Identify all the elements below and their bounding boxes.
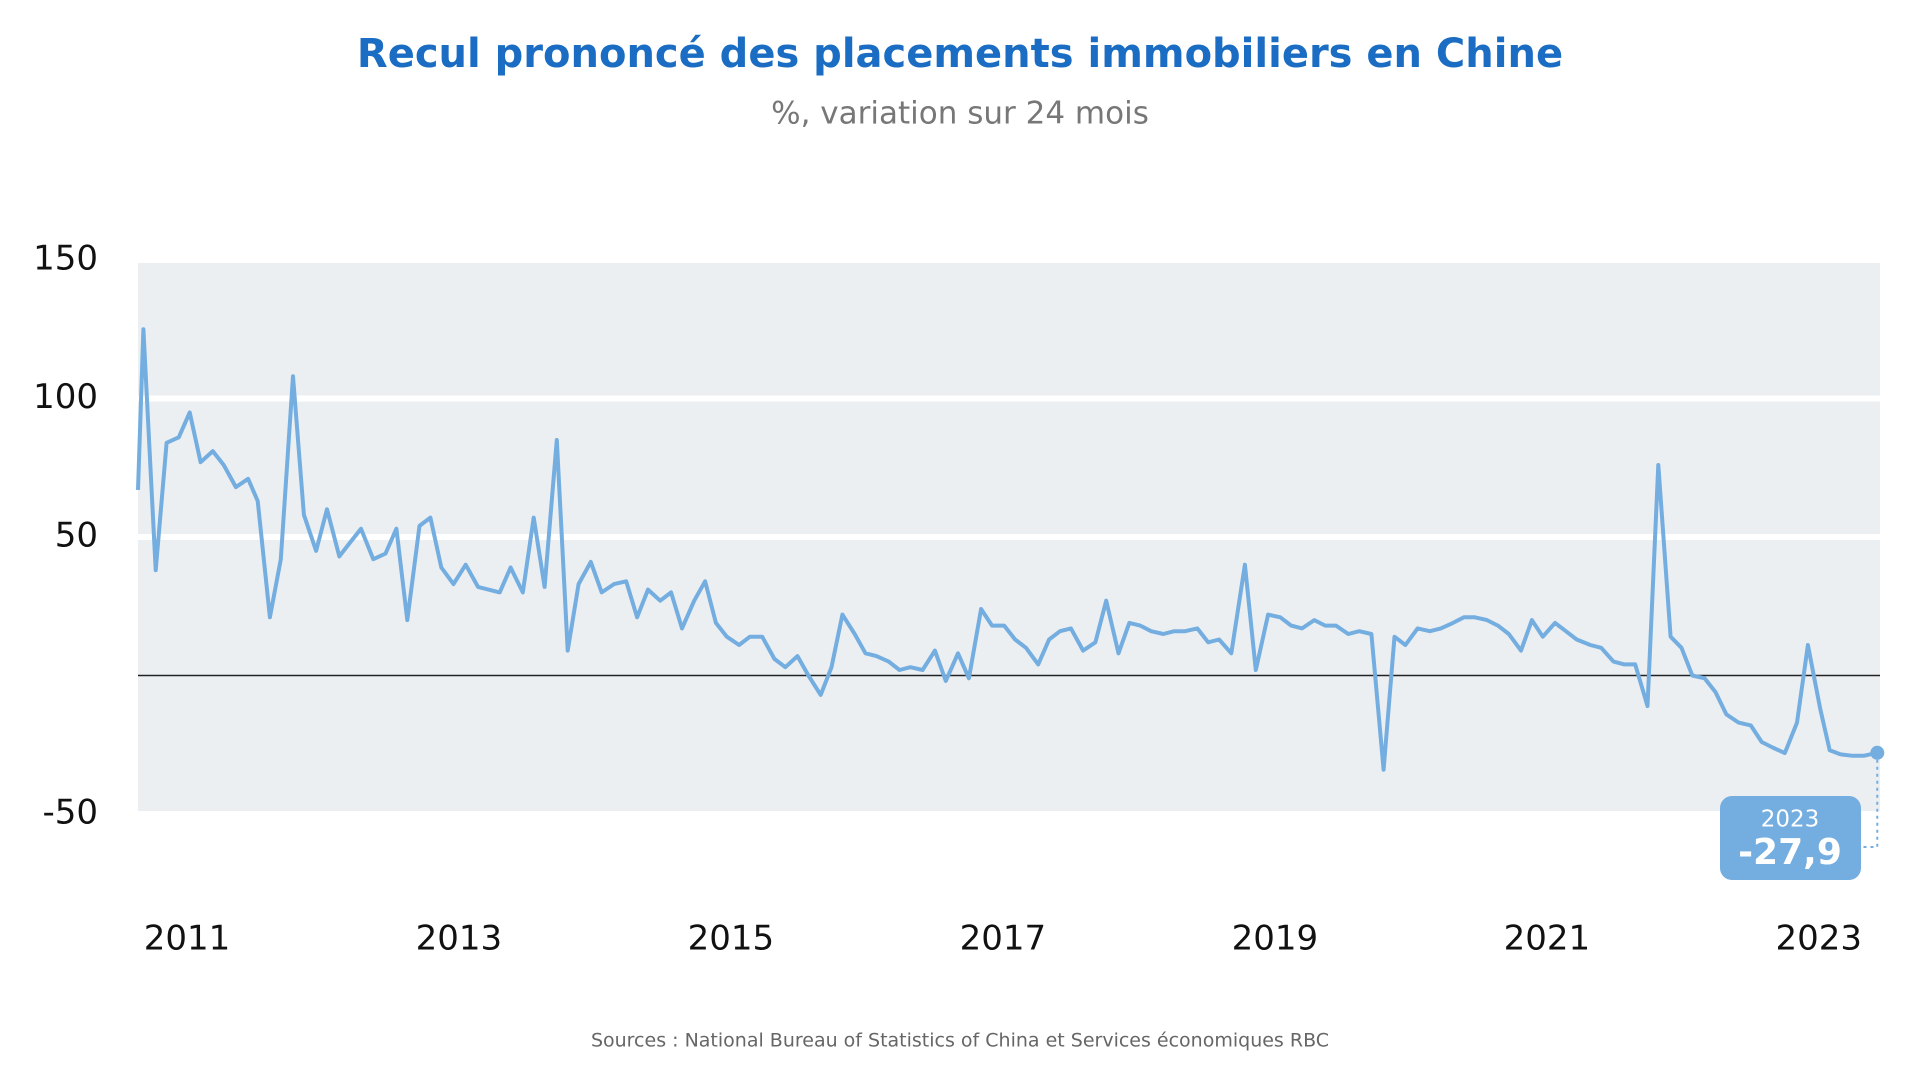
x-tick-label: 2015 bbox=[688, 919, 775, 959]
source-note: Sources : National Bureau of Statistics … bbox=[591, 1030, 1329, 1052]
x-tick-label: 2011 bbox=[144, 919, 231, 959]
y-tick-label: 150 bbox=[33, 239, 98, 279]
annotation-title: 2023 bbox=[1761, 807, 1820, 833]
data-line bbox=[136, 327, 1878, 772]
chart-title: Recul prononcé des placements immobilier… bbox=[357, 31, 1563, 77]
x-tick-label: 2013 bbox=[416, 919, 503, 959]
x-tick-label: 2019 bbox=[1232, 919, 1319, 959]
x-tick-label: 2023 bbox=[1776, 919, 1863, 959]
annotation-value: -27,9 bbox=[1738, 832, 1842, 873]
x-tick-label: 2021 bbox=[1504, 919, 1591, 959]
y-tick-label: 50 bbox=[55, 516, 98, 556]
y-tick-label: -50 bbox=[42, 793, 98, 833]
x-tick-label: 2017 bbox=[960, 919, 1047, 959]
chart-subtitle: %, variation sur 24 mois bbox=[771, 96, 1149, 132]
annotation-box bbox=[1720, 796, 1861, 880]
y-tick-label: 100 bbox=[33, 377, 98, 417]
